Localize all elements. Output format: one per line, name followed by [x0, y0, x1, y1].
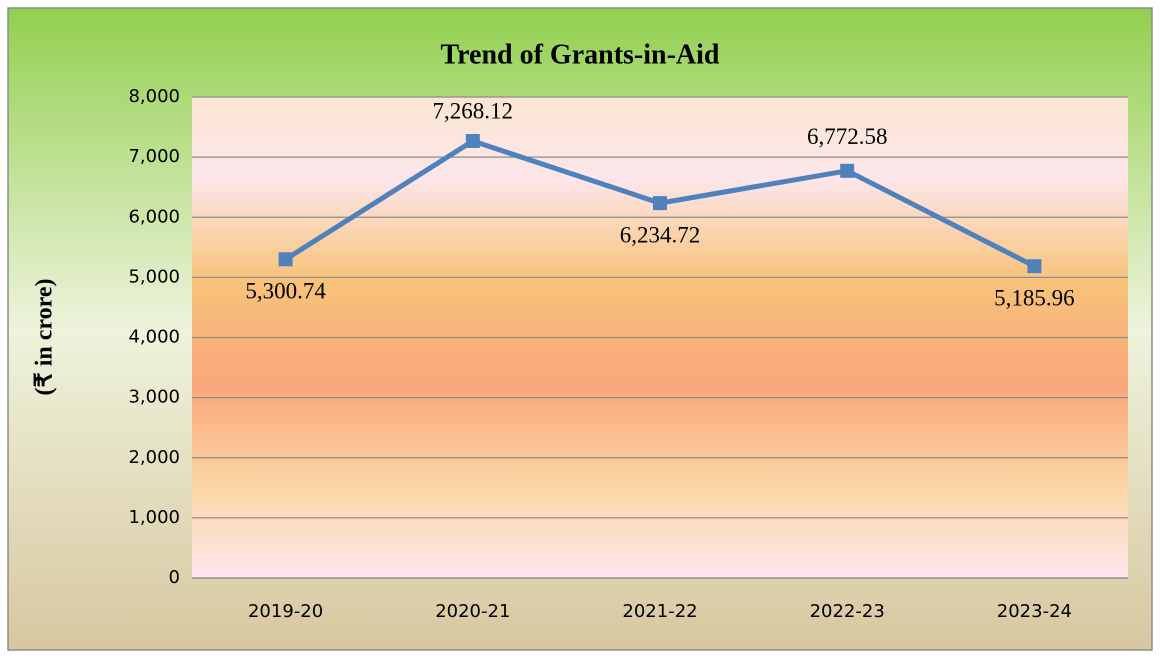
y-tick-label: 8,000: [128, 86, 180, 107]
x-tick-label: 2023-24: [997, 601, 1072, 622]
data-label: 5,185.96: [994, 285, 1075, 310]
y-tick-label: 7,000: [128, 146, 180, 167]
marker: [840, 163, 855, 178]
data-label: 6,772.58: [807, 124, 888, 149]
x-tick-label: 2019-20: [248, 601, 323, 622]
y-tick-label: 6,000: [128, 206, 180, 227]
data-label: 5,300.74: [245, 279, 326, 304]
data-label: 7,268.12: [433, 98, 514, 123]
y-tick-label: 5,000: [128, 266, 180, 287]
marker: [653, 196, 667, 211]
x-tick-label: 2021-22: [622, 601, 697, 622]
chart-title: Trend of Grants-in-Aid: [441, 39, 720, 70]
data-label: 6,234.72: [620, 222, 701, 247]
y-tick-label: 1,000: [128, 507, 180, 528]
x-tick-label: 2022-23: [810, 601, 885, 622]
y-tick-label: 3,000: [128, 387, 180, 408]
y-tick-label: 0: [169, 567, 180, 588]
marker: [278, 252, 293, 267]
y-axis-label: (₹ in crore): [32, 278, 58, 395]
y-tick-label: 4,000: [128, 327, 180, 348]
marker: [1027, 259, 1042, 274]
x-tick-label: 2020-21: [435, 601, 510, 622]
y-tick-label: 2,000: [128, 447, 180, 468]
marker: [465, 134, 480, 149]
